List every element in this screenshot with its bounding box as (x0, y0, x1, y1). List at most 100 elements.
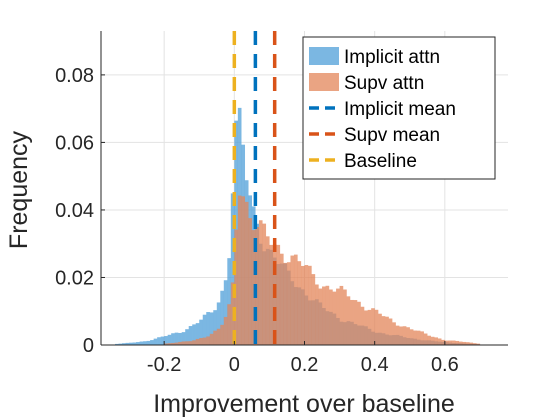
histogram-bar (329, 289, 333, 345)
histogram-bar (174, 332, 179, 345)
histogram-bar (206, 336, 210, 345)
histogram-bar (469, 342, 474, 345)
histogram-bar (171, 333, 175, 345)
histogram-bar (209, 312, 214, 345)
histogram-bar (136, 342, 140, 345)
reference-lines (232, 31, 277, 345)
histogram-bar (399, 326, 403, 345)
histogram-bar (279, 253, 284, 345)
y-tick-label: 0.02 (55, 267, 94, 289)
histogram-bar (462, 341, 467, 345)
histogram-bar (322, 286, 326, 345)
histogram-bar (448, 340, 453, 345)
histogram-bar (451, 340, 456, 345)
x-tick-label: 0.2 (291, 354, 319, 376)
histogram-bar (297, 261, 302, 345)
legend-entry: Supv mean (344, 125, 440, 146)
histogram-bar (402, 326, 407, 345)
histogram-bar (304, 265, 309, 345)
histogram-bar (139, 341, 144, 345)
histogram-bar (293, 254, 298, 345)
histogram-bar (220, 290, 224, 345)
x-tick-label: 0.4 (361, 354, 389, 376)
histogram-bar (472, 343, 477, 345)
x-axis-label: Improvement over baseline (153, 390, 455, 418)
histogram-bar (360, 306, 365, 345)
histogram-bar (146, 340, 151, 345)
histogram-bar (265, 236, 270, 345)
histogram-bar (374, 309, 379, 345)
histogram-bar (357, 301, 361, 345)
histogram-bar (465, 342, 470, 345)
histogram-bar (458, 341, 463, 345)
histogram-bar (234, 229, 238, 345)
histogram-bar (153, 338, 158, 345)
histogram-bar (164, 336, 168, 345)
histogram-bar (388, 318, 393, 345)
histogram-bar (181, 341, 186, 345)
histogram-bar (122, 343, 126, 345)
histogram-bar (157, 337, 161, 345)
legend-entry: Baseline (344, 151, 417, 172)
histogram-bar (343, 289, 347, 345)
legend: Implicit attn Supv attn Implicit mean Supv … (302, 36, 496, 180)
histogram-bar (308, 265, 312, 345)
histogram-bar (206, 312, 210, 345)
histogram-bar (332, 291, 337, 345)
y-tick-label: 0.08 (55, 65, 94, 87)
histogram-bar (195, 338, 200, 345)
histogram-bar (132, 342, 137, 345)
histogram-bar (216, 302, 221, 345)
histogram-bar (209, 333, 214, 345)
histogram-bar (392, 322, 396, 345)
histogram-bar (269, 244, 274, 345)
histogram-bar (255, 227, 260, 345)
histogram-bar (227, 258, 231, 345)
histogram-bar (283, 262, 288, 345)
legend-entry: Supv attn (344, 73, 424, 94)
histogram-bar (353, 300, 358, 345)
histogram-bar (381, 316, 386, 345)
histogram-bar (364, 310, 368, 345)
histogram-bar (216, 328, 221, 345)
y-axis-label: Frequency (5, 130, 33, 249)
tick-labels: -0.2 0 0.2 0.4 0.6 0 0.02 0.04 0.06 0.08 (55, 65, 459, 376)
histogram-bar (423, 333, 428, 345)
histogram-bar (371, 308, 375, 345)
histogram-bar (476, 343, 481, 345)
histogram-bar (125, 342, 130, 345)
histogram-bar (129, 342, 133, 345)
histogram-bar (150, 340, 154, 345)
histogram-bar (199, 319, 203, 345)
histogram-bar (441, 339, 445, 345)
histogram-bar (202, 337, 207, 345)
x-tick-label: -0.2 (147, 354, 181, 376)
histogram-bar (325, 285, 330, 345)
histogram-bar (115, 343, 119, 345)
histogram-bar (434, 337, 438, 345)
histogram-bar (241, 196, 246, 345)
histogram-bar (339, 285, 344, 345)
histogram-bar (315, 284, 319, 345)
histogram-bar (213, 310, 217, 345)
histogram-bar (378, 313, 382, 345)
histogram-bar (213, 330, 217, 345)
histogram-bar (276, 244, 281, 345)
legend-entry: Implicit mean (344, 99, 456, 120)
histogram-bar (192, 324, 196, 345)
histogram-bar (188, 341, 193, 345)
histogram-bar (248, 218, 253, 345)
histogram-bar (178, 332, 182, 345)
histogram-bar (227, 304, 231, 345)
histogram-bar (413, 330, 417, 345)
histogram-bar (181, 332, 186, 345)
histogram-bar (185, 329, 189, 345)
histogram-bar (244, 201, 249, 345)
histogram-bar (171, 342, 175, 345)
histogram-bar (409, 329, 414, 345)
histogram-bar (178, 341, 182, 345)
histogram-bar (385, 316, 389, 345)
histogram-bar (346, 296, 351, 345)
histogram-bar (223, 316, 228, 345)
